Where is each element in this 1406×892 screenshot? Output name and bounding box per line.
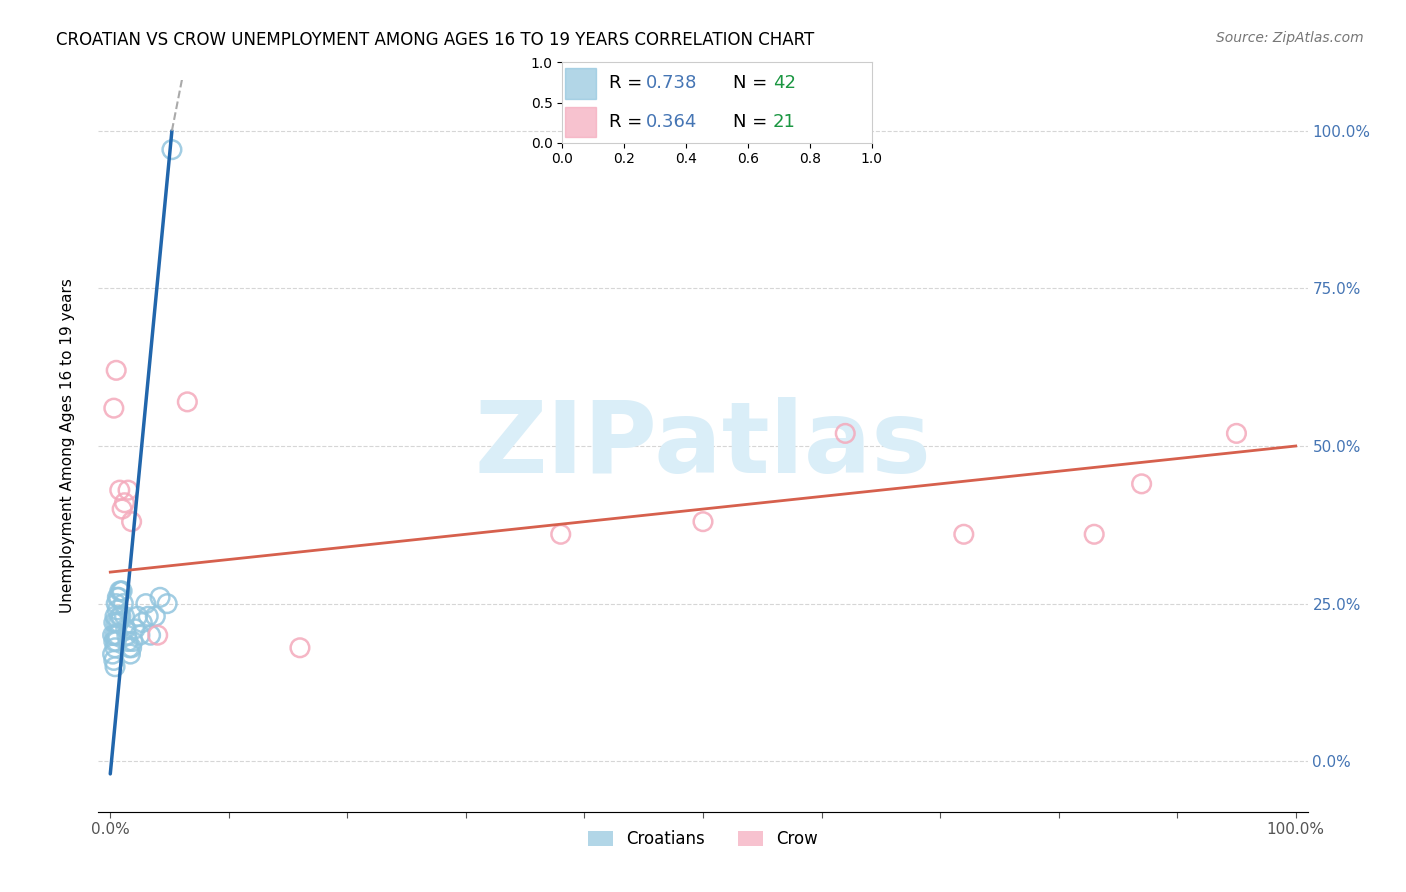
Point [834, 426, 856, 441]
Point [121, 515, 143, 529]
Point [101, 647, 124, 661]
Point [160, 143, 183, 157]
Point [117, 483, 139, 497]
Point [105, 603, 128, 617]
Point [143, 609, 166, 624]
Point [110, 609, 132, 624]
Point [110, 584, 132, 599]
Point [107, 591, 129, 605]
Point [103, 634, 125, 648]
Point [108, 584, 131, 599]
Point [952, 527, 974, 541]
Point [117, 634, 139, 648]
Point [139, 628, 162, 642]
Point [105, 597, 128, 611]
Point [104, 659, 127, 673]
Point [156, 597, 179, 611]
Point [692, 515, 714, 529]
Point [176, 395, 198, 409]
Point [104, 640, 127, 655]
Text: N =: N = [733, 74, 772, 92]
Point [129, 628, 152, 642]
Point [135, 597, 157, 611]
Point [288, 640, 311, 655]
Point [146, 628, 169, 642]
Point [136, 609, 159, 624]
Text: 0.364: 0.364 [645, 113, 697, 131]
Point [103, 615, 125, 630]
Point [111, 584, 134, 599]
Point [149, 591, 172, 605]
Text: CROATIAN VS CROW UNEMPLOYMENT AMONG AGES 16 TO 19 YEARS CORRELATION CHART: CROATIAN VS CROW UNEMPLOYMENT AMONG AGES… [56, 31, 814, 49]
Point [103, 653, 125, 667]
Point [115, 628, 138, 642]
Point [127, 609, 149, 624]
Point [121, 634, 143, 648]
Text: N =: N = [733, 113, 772, 131]
FancyBboxPatch shape [565, 107, 596, 137]
Point [111, 502, 134, 516]
Text: R =: R = [609, 113, 648, 131]
Point [108, 609, 131, 624]
Point [108, 483, 131, 497]
Point [114, 496, 136, 510]
Point [1083, 527, 1105, 541]
Point [120, 647, 142, 661]
Text: 42: 42 [773, 74, 796, 92]
Legend: Croatians, Crow: Croatians, Crow [581, 823, 825, 855]
Point [105, 628, 128, 642]
Point [121, 640, 143, 655]
Text: ZIPatlas: ZIPatlas [475, 398, 931, 494]
Point [1130, 476, 1153, 491]
Point [104, 609, 127, 624]
Point [105, 363, 128, 377]
Point [550, 527, 572, 541]
Point [104, 628, 127, 642]
Point [118, 640, 141, 655]
Text: 21: 21 [773, 113, 796, 131]
Point [101, 628, 124, 642]
Point [1225, 426, 1247, 441]
Point [107, 615, 129, 630]
Point [112, 597, 135, 611]
Text: 0.738: 0.738 [645, 74, 697, 92]
Point [114, 622, 136, 636]
Point [105, 591, 128, 605]
Text: R =: R = [609, 74, 648, 92]
Point [131, 615, 153, 630]
Point [114, 609, 136, 624]
FancyBboxPatch shape [565, 68, 596, 99]
Text: Source: ZipAtlas.com: Source: ZipAtlas.com [1216, 31, 1364, 45]
Point [105, 634, 128, 648]
Point [105, 615, 128, 630]
Y-axis label: Unemployment Among Ages 16 to 19 years: Unemployment Among Ages 16 to 19 years [60, 278, 75, 614]
Point [103, 401, 125, 416]
Point [124, 622, 146, 636]
